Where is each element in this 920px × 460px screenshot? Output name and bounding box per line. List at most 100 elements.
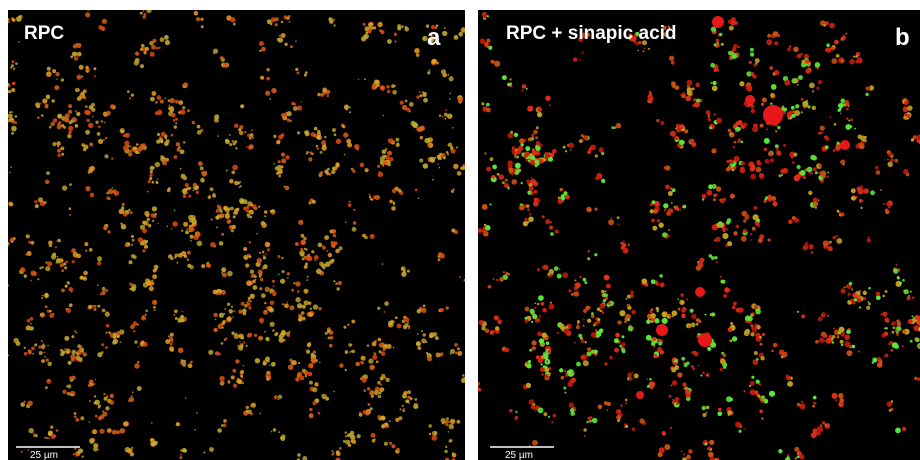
texture-dot — [233, 23, 236, 26]
texture-dot — [35, 204, 39, 208]
texture-dot — [129, 283, 132, 286]
texture-dot — [729, 26, 734, 31]
texture-dot — [88, 123, 93, 128]
texture-dot — [514, 417, 517, 420]
texture-dot — [767, 34, 771, 38]
texture-dot — [46, 71, 52, 77]
texture-dot — [815, 62, 821, 68]
texture-dot — [63, 263, 66, 266]
texture-dot — [67, 392, 70, 395]
texture-dot — [458, 32, 463, 37]
texture-dot — [271, 209, 274, 212]
texture-dot — [810, 62, 812, 64]
texture-dot — [759, 234, 764, 239]
texture-dot — [585, 341, 587, 343]
texture-dot — [762, 98, 767, 103]
texture-dot — [246, 305, 248, 307]
texture-dot — [182, 311, 184, 313]
texture-dot — [669, 395, 672, 398]
texture-dot — [339, 363, 343, 367]
texture-dot — [646, 320, 650, 324]
texture-dot — [61, 269, 64, 272]
texture-dot — [70, 354, 75, 359]
texture-dot — [317, 130, 320, 133]
texture-dot — [707, 190, 713, 196]
texture-dot — [289, 331, 291, 333]
texture-dot — [538, 407, 544, 413]
texture-dot — [591, 332, 596, 337]
texture-dot — [56, 78, 58, 80]
texture-dot — [403, 270, 406, 273]
texture-dot — [403, 408, 405, 410]
texture-dot — [572, 371, 574, 373]
texture-dot — [183, 176, 187, 180]
texture-dot — [707, 347, 711, 351]
texture-dot — [220, 56, 224, 60]
texture-dot — [610, 356, 613, 359]
texture-dot — [574, 291, 580, 297]
texture-dot — [664, 444, 670, 450]
texture-dot — [540, 367, 545, 372]
texture-dot — [437, 155, 441, 159]
texture-dot — [692, 367, 695, 370]
texture-dot — [672, 86, 675, 89]
texture-dot — [915, 337, 919, 341]
texture-dot — [143, 10, 145, 12]
texture-dot — [403, 391, 407, 395]
texture-dot — [397, 324, 402, 329]
texture-dot — [249, 255, 252, 258]
texture-dot — [272, 280, 275, 283]
texture-dot — [851, 288, 853, 290]
texture-dot — [327, 168, 330, 171]
texture-dot — [892, 331, 895, 334]
texture-dot — [85, 12, 90, 17]
texture-dot — [429, 433, 431, 435]
texture-dot — [691, 351, 694, 354]
texture-dot — [728, 129, 731, 132]
texture-dot — [707, 406, 710, 409]
texture-dot — [402, 405, 404, 407]
texture-dot — [795, 457, 797, 459]
texture-dot — [397, 27, 401, 31]
texture-dot — [583, 360, 589, 366]
texture-dot — [505, 179, 508, 182]
texture-dot — [30, 326, 34, 330]
texture-dot — [386, 85, 389, 88]
texture-dot — [173, 314, 175, 316]
texture-dot — [262, 267, 265, 270]
texture-dot — [722, 280, 726, 284]
texture-dot — [903, 169, 908, 174]
texture-dot — [394, 32, 396, 34]
texture-dot — [61, 125, 63, 127]
texture-dot — [312, 387, 317, 392]
texture-dot — [888, 152, 892, 156]
texture-dot — [504, 183, 509, 188]
texture-dot — [14, 121, 17, 124]
texture-dot — [537, 268, 540, 271]
texture-dot — [752, 227, 756, 231]
texture-dot — [755, 327, 757, 329]
texture-dot — [562, 272, 568, 278]
texture-dot — [563, 201, 565, 203]
texture-dot — [886, 327, 888, 329]
texture-dot — [579, 59, 581, 61]
texture-dot — [186, 228, 188, 230]
texture-dot — [381, 379, 383, 381]
texture-dot — [630, 290, 634, 294]
texture-dot — [75, 110, 77, 112]
texture-dot — [229, 143, 232, 146]
texture-dot — [542, 333, 547, 338]
texture-dot — [371, 199, 373, 201]
texture-dot — [502, 181, 505, 184]
texture-dot — [587, 257, 590, 260]
texture-dot — [209, 447, 214, 452]
texture-dot — [69, 287, 74, 292]
texture-dot — [21, 451, 23, 453]
texture-dot — [846, 118, 848, 120]
texture-dot — [86, 8, 88, 10]
texture-dot — [150, 97, 155, 102]
texture-dot — [801, 314, 805, 318]
texture-dot — [568, 289, 571, 292]
texture-dot — [604, 275, 610, 281]
texture-dot — [827, 176, 829, 178]
